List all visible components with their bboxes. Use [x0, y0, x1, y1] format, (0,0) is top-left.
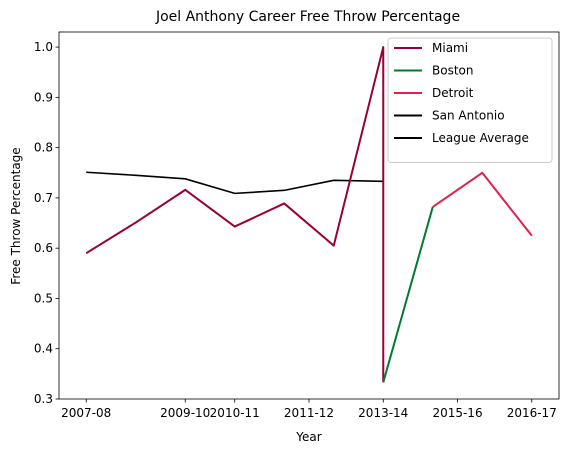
series-line-boston: [382, 206, 434, 383]
y-tick-label: 0.4: [34, 342, 53, 356]
legend: Miami Boston Detroit San Antonio League Aver…: [387, 37, 553, 163]
y-tick-label: 0.3: [34, 392, 53, 406]
series-line-miami: [85, 46, 385, 383]
legend-label: Detroit: [432, 86, 474, 100]
legend-label: San Antonio: [432, 109, 505, 123]
legend-box: [387, 37, 553, 163]
legend-label: Boston: [432, 64, 473, 78]
x-axis-label: Year: [295, 430, 321, 444]
series-line-detroit: [432, 171, 533, 237]
legend-label: Miami: [432, 41, 468, 55]
x-tick-label: 2011-12: [284, 406, 334, 420]
chart-title: Joel Anthony Career Free Throw Percentag…: [155, 9, 460, 25]
x-tick-label: 2016-17: [507, 406, 557, 420]
y-tick-label: 0.9: [34, 90, 53, 104]
x-axis: 2007-08 2009-10 2010-11 2011-12 2013-14 2015-…: [61, 399, 557, 420]
x-tick-label: 2010-11: [210, 406, 260, 420]
y-tick-label: 1.0: [34, 40, 53, 54]
series-lines: [85, 46, 533, 383]
y-axis: 0.3 0.4 0.5 0.6 0.7 0.8 0.9 1.0: [34, 40, 59, 406]
y-tick-label: 0.6: [34, 241, 53, 255]
x-tick-label: 2015-16: [432, 406, 482, 420]
y-tick-label: 0.7: [34, 191, 53, 205]
y-tick-label: 0.5: [34, 291, 53, 305]
x-tick-label: 2007-08: [61, 406, 111, 420]
y-tick-label: 0.8: [34, 141, 53, 155]
series-line-league-average: [86, 171, 384, 195]
y-axis-label: Free Throw Percentage: [9, 147, 23, 284]
x-tick-label: 2009-10: [160, 406, 210, 420]
x-tick-label: 2013-14: [358, 406, 408, 420]
legend-label: League Average: [432, 131, 529, 145]
